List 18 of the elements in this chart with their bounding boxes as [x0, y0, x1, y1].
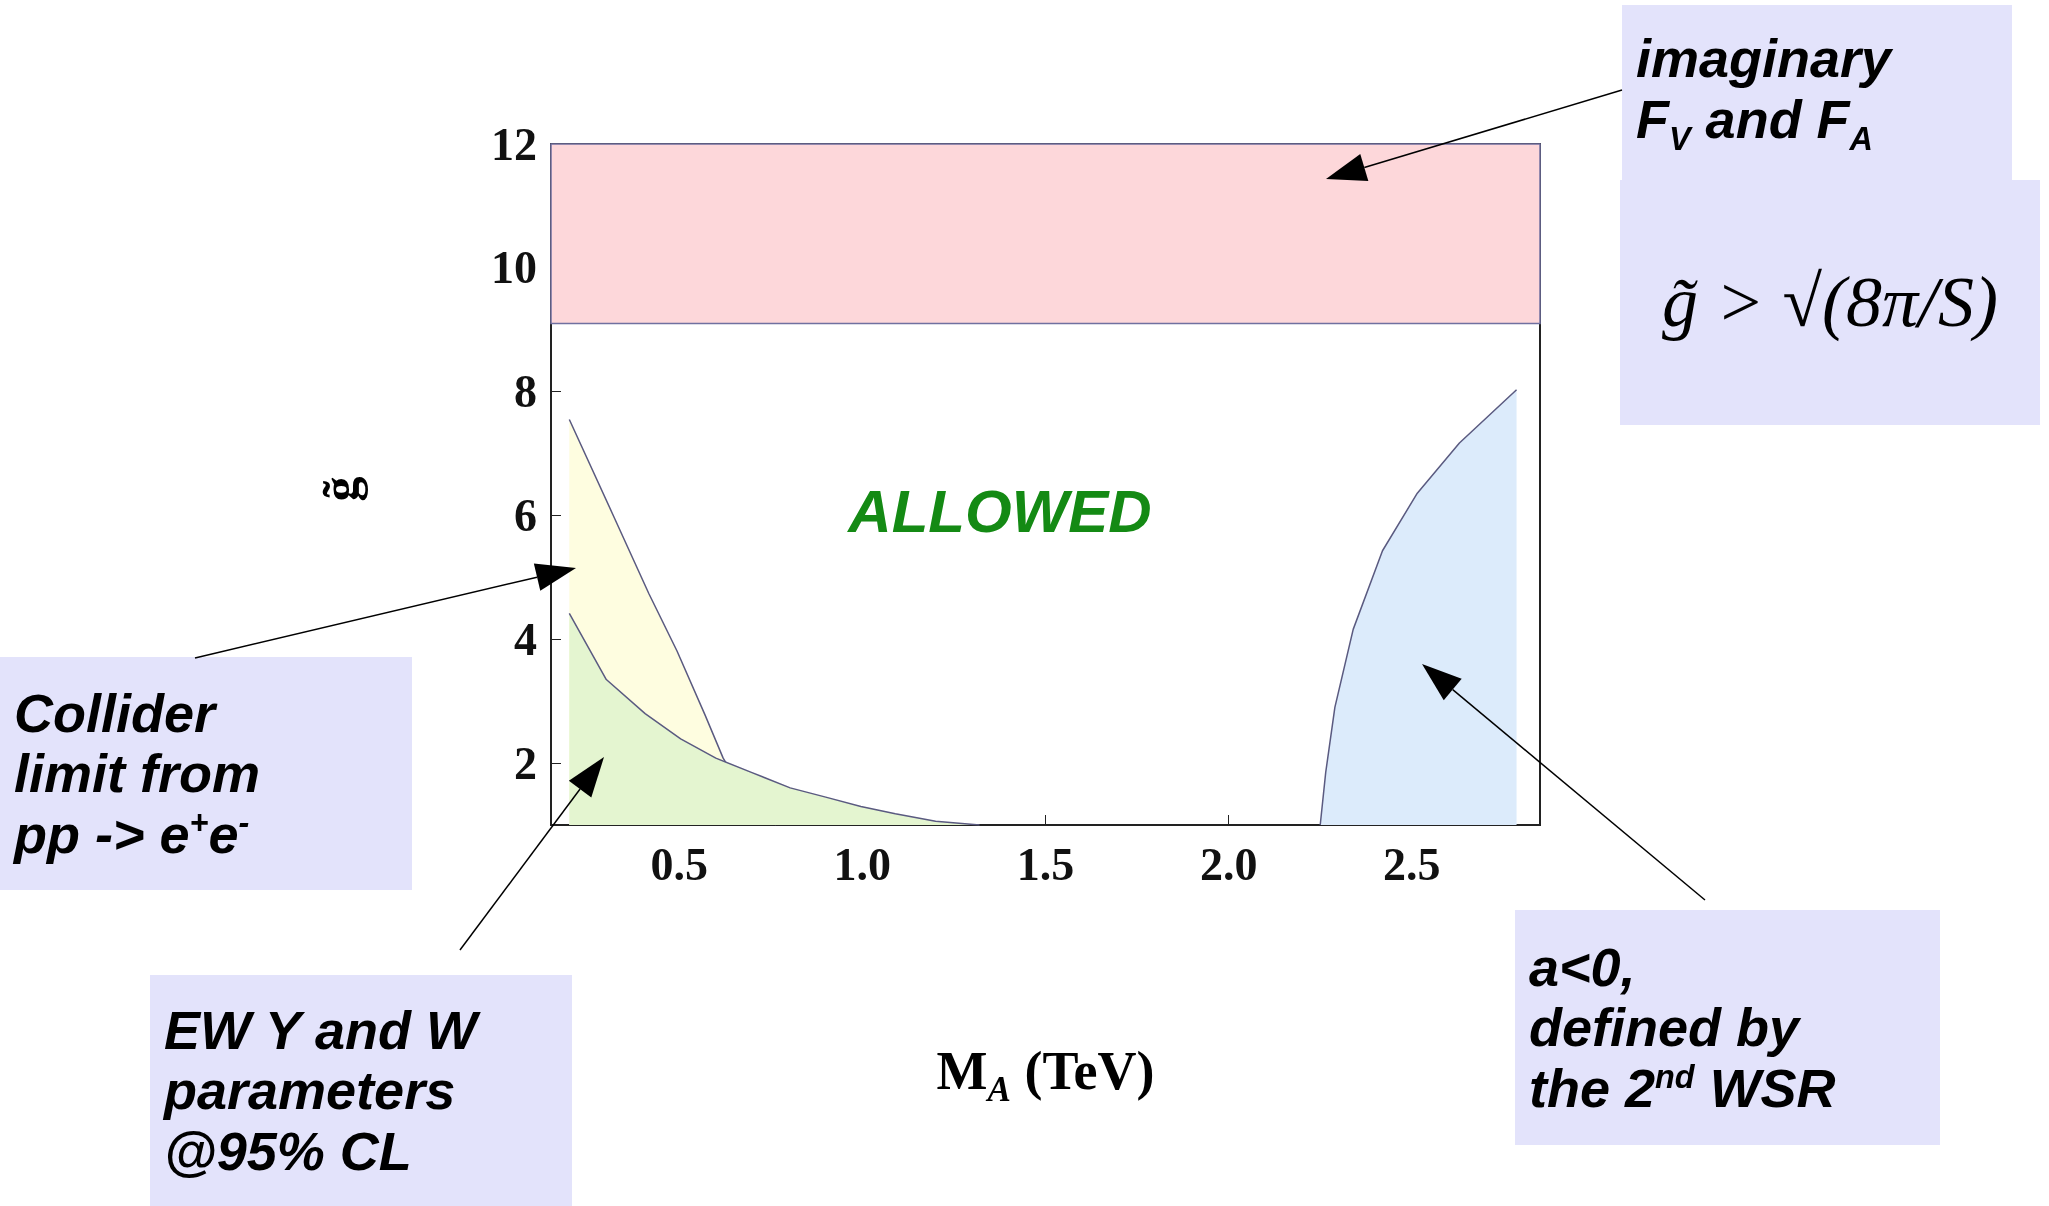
text: imaginary F$_{V}$ and F$_{A}$: [1636, 28, 1892, 157]
y-tick-label: 4: [514, 613, 537, 665]
text: Collider limit from pp -> e$^{+}$e$^{-}$: [14, 682, 261, 865]
x-axis-title: M$_{A}$ (TeV): [935, 1040, 1156, 1110]
x-tick-label: 1.5: [1016, 838, 1075, 890]
y-tick-label: 8: [514, 366, 537, 418]
y-tick-label: 2: [514, 737, 537, 789]
y-tick-label: 10: [491, 242, 537, 294]
x-tick-label: 0.5: [650, 838, 708, 890]
text: a<0, defined by the 2$^{nd}$ WSR: [1529, 936, 1836, 1119]
x-tick-label: 2.5: [1383, 838, 1441, 890]
y-axis-title: g̃: [311, 475, 369, 504]
y-tick-label: 12: [491, 118, 537, 170]
annotation: ALLOWED: [846, 478, 1153, 545]
text: g̃ > √(8π/S): [1661, 262, 1999, 343]
x-tick-label: 1.0: [833, 838, 892, 890]
x-tick-label: 2.0: [1199, 838, 1258, 890]
y-tick-label: 6: [514, 489, 537, 541]
